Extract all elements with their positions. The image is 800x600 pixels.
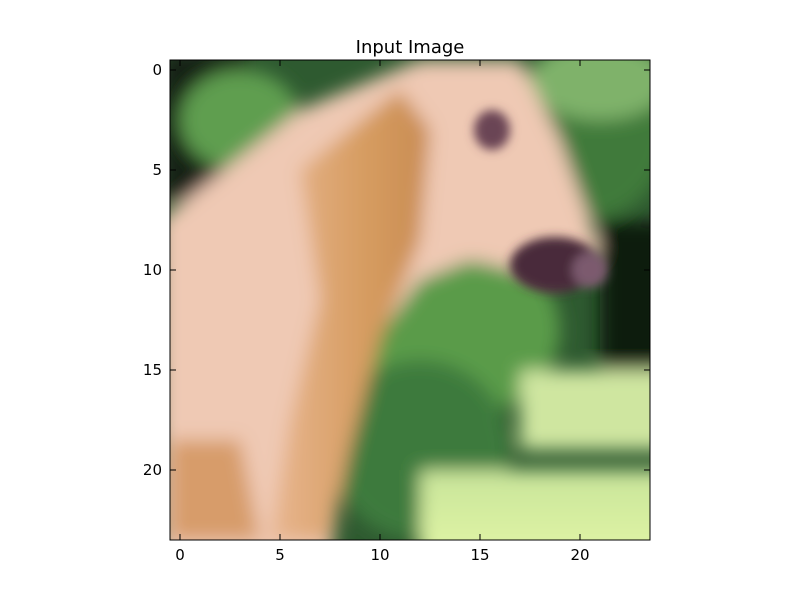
y-tick-label: 0 — [152, 61, 162, 79]
axes-frame — [169, 59, 651, 541]
x-tick-label: 10 — [370, 546, 389, 564]
y-axis-ticks: 0 5 10 15 20 — [143, 61, 650, 479]
input-image — [170, 60, 650, 540]
x-axis-ticks: 0 5 10 15 20 — [175, 60, 590, 564]
x-tick-label: 5 — [275, 546, 285, 564]
y-tick-label: 15 — [143, 361, 162, 379]
x-tick-label: 15 — [470, 546, 489, 564]
x-tick-label: 0 — [175, 546, 185, 564]
y-tick-label: 10 — [143, 261, 162, 279]
chart-title: Input Image — [356, 37, 465, 58]
x-tick-label: 20 — [570, 546, 589, 564]
y-tick-label: 5 — [152, 161, 162, 179]
y-tick-label: 20 — [143, 461, 162, 479]
